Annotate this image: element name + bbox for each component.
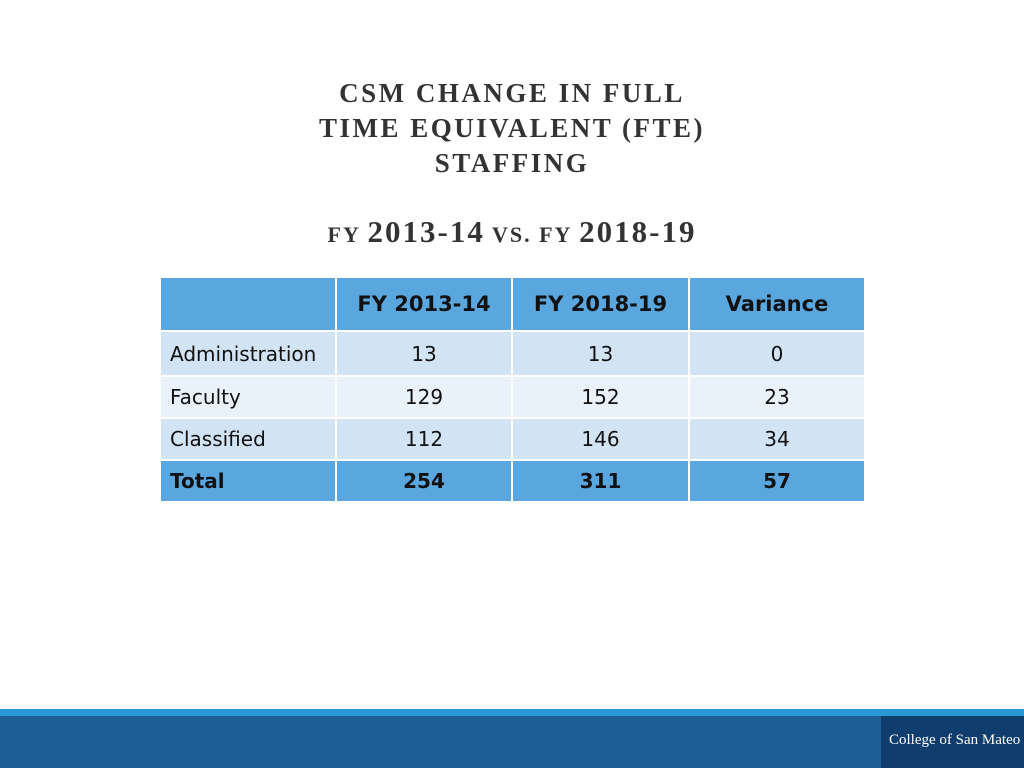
row-label: Administration bbox=[159, 330, 337, 377]
row-label: Classified bbox=[159, 417, 337, 461]
cell-variance: 34 bbox=[688, 417, 866, 461]
total-fy2018: 311 bbox=[511, 459, 690, 503]
footer-stripe bbox=[0, 709, 1024, 716]
subtitle-year-1: 2013-14 bbox=[367, 214, 485, 249]
college-logo: College of San Mateo bbox=[881, 716, 1024, 768]
footer-bar bbox=[0, 716, 1024, 768]
cell-fy2018: 152 bbox=[511, 375, 690, 419]
slide-subtitle: FY 2013-14 VS. FY 2018-19 bbox=[0, 214, 1024, 250]
cell-variance: 23 bbox=[688, 375, 866, 419]
title-line-2: TIME EQUIVALENT (FTE) bbox=[318, 113, 706, 143]
cell-fy2018: 13 bbox=[511, 330, 690, 377]
title-line-1: CSM CHANGE IN FULL bbox=[339, 78, 685, 108]
cell-variance: 0 bbox=[688, 330, 866, 377]
row-label: Faculty bbox=[159, 375, 337, 419]
subtitle-vs: VS. FY bbox=[484, 222, 580, 247]
table-row: Classified 112 146 34 bbox=[159, 417, 866, 461]
total-variance: 57 bbox=[688, 459, 866, 503]
table-total-row: Total 254 311 57 bbox=[159, 459, 866, 503]
total-fy2013: 254 bbox=[335, 459, 513, 503]
header-cell-blank bbox=[159, 276, 337, 332]
header-cell-fy2013: FY 2013-14 bbox=[335, 276, 513, 332]
table-header-row: FY 2013-14 FY 2018-19 Variance bbox=[159, 276, 866, 332]
title-line-3: STAFFING bbox=[434, 148, 590, 178]
cell-fy2018: 146 bbox=[511, 417, 690, 461]
subtitle-prefix: FY bbox=[327, 222, 368, 247]
total-label: Total bbox=[159, 459, 337, 503]
cell-fy2013: 112 bbox=[335, 417, 513, 461]
cell-fy2013: 129 bbox=[335, 375, 513, 419]
table-row: Faculty 129 152 23 bbox=[159, 375, 866, 419]
header-cell-variance: Variance bbox=[688, 276, 866, 332]
header-cell-fy2018: FY 2018-19 bbox=[511, 276, 690, 332]
college-logo-text: College of San Mateo bbox=[889, 732, 1021, 748]
cell-fy2013: 13 bbox=[335, 330, 513, 377]
fte-staffing-table: FY 2013-14 FY 2018-19 Variance Administr… bbox=[159, 276, 866, 503]
subtitle-year-2: 2018-19 bbox=[579, 214, 697, 249]
table-row: Administration 13 13 0 bbox=[159, 330, 866, 377]
